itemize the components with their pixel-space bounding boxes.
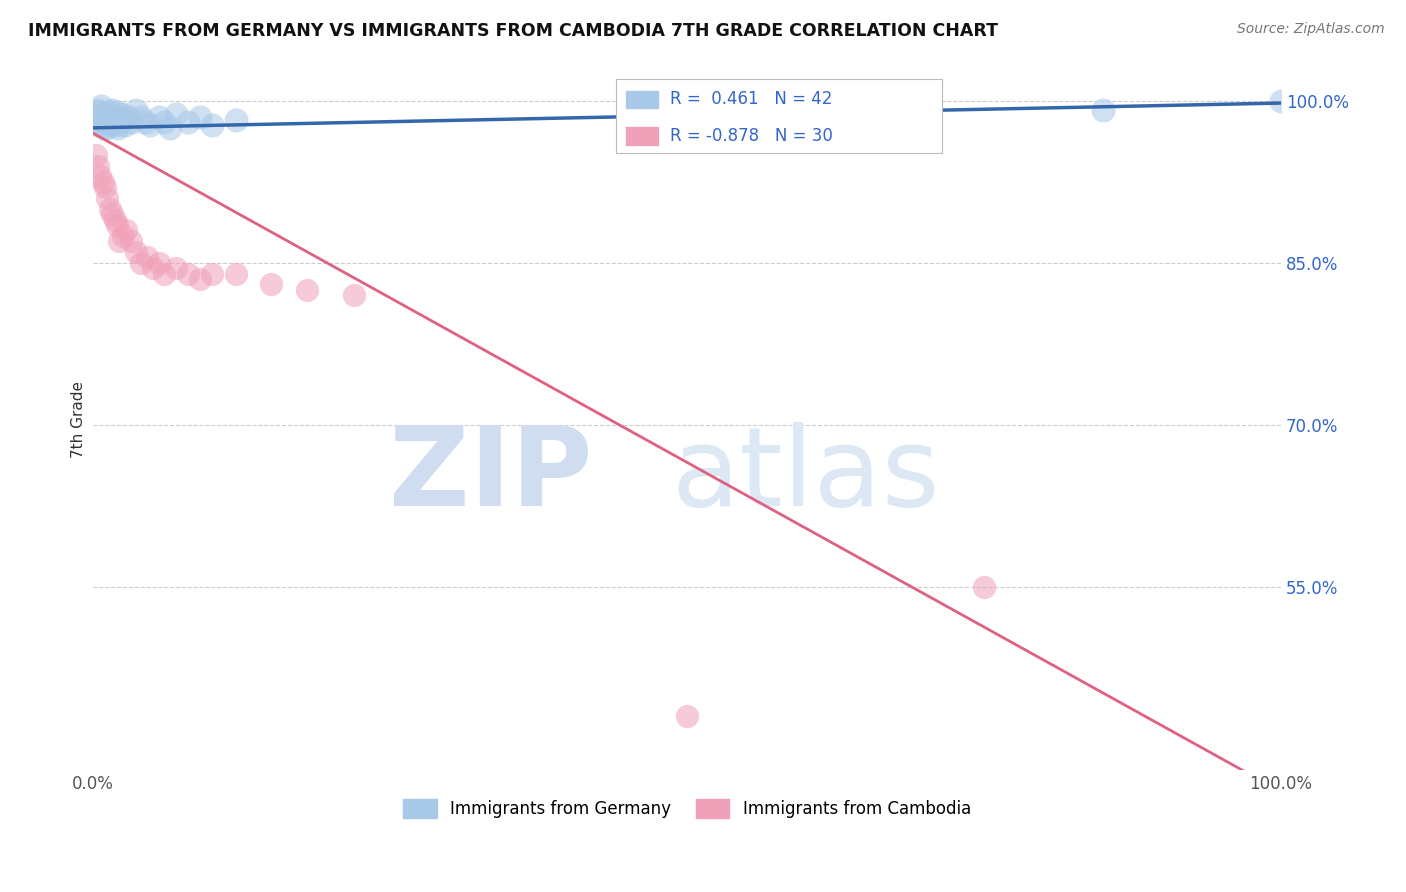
Point: [103, 110, 125, 124]
Point: [343, 288, 366, 302]
Text: atlas: atlas: [672, 422, 941, 529]
Point: [84, 148, 107, 162]
Point: [225, 113, 247, 128]
Point: [98, 111, 121, 125]
Point: [120, 234, 142, 248]
Point: [148, 256, 170, 270]
Point: [89, 104, 111, 119]
Point: [129, 110, 152, 124]
Text: Source: ZipAtlas.com: Source: ZipAtlas.com: [1237, 22, 1385, 37]
Point: [135, 251, 157, 265]
Point: [108, 234, 131, 248]
Bar: [626, 126, 658, 145]
Point: [973, 580, 995, 594]
Point: [114, 118, 136, 132]
Point: [89, 169, 111, 184]
Point: [110, 115, 132, 129]
Text: R = -0.878   N = 30: R = -0.878 N = 30: [671, 127, 834, 145]
Point: [188, 272, 211, 286]
Point: [96, 115, 118, 129]
Point: [94, 180, 117, 194]
Point: [86, 103, 108, 117]
Point: [100, 118, 122, 132]
Point: [87, 159, 110, 173]
Point: [93, 120, 115, 135]
Point: [103, 113, 125, 128]
Point: [165, 261, 187, 276]
Point: [177, 115, 200, 129]
Point: [87, 118, 110, 132]
Point: [201, 267, 224, 281]
Point: [1091, 103, 1114, 117]
Point: [103, 212, 125, 227]
Point: [159, 120, 181, 135]
Point: [108, 110, 131, 124]
Point: [201, 118, 224, 132]
Point: [115, 223, 138, 237]
Point: [225, 267, 247, 281]
Text: R =  0.461   N = 42: R = 0.461 N = 42: [671, 90, 832, 109]
Point: [295, 283, 318, 297]
Point: [98, 202, 121, 216]
Point: [90, 99, 112, 113]
Text: IMMIGRANTS FROM GERMANY VS IMMIGRANTS FROM CAMBODIA 7TH GRADE CORRELATION CHART: IMMIGRANTS FROM GERMANY VS IMMIGRANTS FR…: [28, 22, 998, 40]
Point: [177, 267, 200, 281]
Point: [105, 104, 128, 119]
Point: [188, 110, 211, 124]
Point: [111, 228, 134, 243]
Point: [91, 107, 114, 121]
Point: [96, 120, 118, 135]
Point: [134, 115, 156, 129]
Point: [97, 104, 120, 119]
Bar: [616, 79, 942, 153]
Point: [84, 110, 107, 124]
Point: [153, 115, 176, 129]
Point: [104, 118, 127, 132]
Text: ZIP: ZIP: [388, 422, 592, 529]
Point: [125, 103, 148, 117]
Point: [153, 267, 176, 281]
Point: [101, 103, 124, 117]
Point: [107, 120, 129, 135]
Point: [165, 107, 187, 121]
Point: [139, 118, 162, 132]
Bar: [626, 89, 658, 109]
Point: [118, 110, 141, 124]
Point: [94, 108, 117, 122]
Point: [129, 256, 152, 270]
Legend: Immigrants from Germany, Immigrants from Cambodia: Immigrants from Germany, Immigrants from…: [396, 792, 977, 825]
Point: [121, 115, 143, 129]
Point: [676, 120, 699, 135]
Point: [91, 175, 114, 189]
Point: [111, 113, 134, 128]
Y-axis label: 7th Grade: 7th Grade: [72, 381, 86, 458]
Point: [148, 110, 170, 124]
Point: [105, 218, 128, 232]
Point: [125, 244, 148, 259]
Point: [89, 113, 111, 128]
Point: [96, 191, 118, 205]
Point: [1270, 94, 1292, 108]
Point: [676, 709, 699, 723]
Point: [101, 207, 124, 221]
Point: [260, 277, 283, 292]
Point: [142, 261, 165, 276]
Point: [111, 107, 134, 121]
